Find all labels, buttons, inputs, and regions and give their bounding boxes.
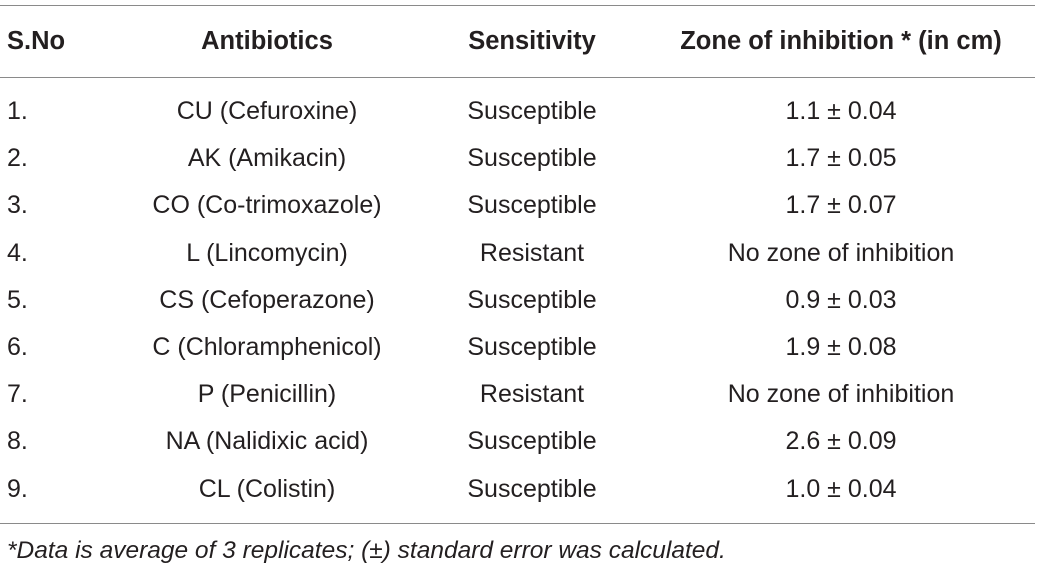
header-zone-of-inhibition: Zone of inhibition * (in cm) bbox=[680, 27, 1002, 55]
header-antibiotics: Antibiotics bbox=[201, 27, 333, 55]
cell-zone-of-inhibition: 1.1 ± 0.04 bbox=[785, 97, 897, 126]
cell-zone-of-inhibition: 1.9 ± 0.08 bbox=[785, 333, 897, 362]
cell-sensitivity: Susceptible bbox=[467, 191, 597, 220]
table-row: 4. L (Lincomycin) Resistant No zone of inhi… bbox=[0, 230, 1035, 277]
cell-antibiotic: NA (Nalidixic acid) bbox=[165, 427, 369, 456]
cell-sno: 3. bbox=[7, 191, 28, 220]
cell-sno: 6. bbox=[7, 333, 28, 362]
cell-zone-of-inhibition: 1.7 ± 0.05 bbox=[785, 144, 897, 173]
cell-zone-of-inhibition: No zone of inhibition bbox=[727, 380, 955, 409]
header-sensitivity: Sensitivity bbox=[468, 27, 596, 55]
cell-sno: 2. bbox=[7, 144, 28, 173]
table-row: 7. P (Penicillin) Resistant No zone of inhi… bbox=[0, 371, 1035, 418]
table-row: 9. CL (Colistin) Susceptible 1.0 ± 0.04 bbox=[0, 466, 1035, 524]
table-row: 2. AK (Amikacin) Susceptible 1.7 ± 0.05 bbox=[0, 135, 1035, 182]
table-row: 1. CU (Cefuroxine) Susceptible 1.1 ± 0.04 bbox=[0, 78, 1035, 136]
table-row: 3. CO (Co-trimoxazole) Susceptible 1.7 ± 0.… bbox=[0, 182, 1035, 229]
cell-antibiotic: CL (Colistin) bbox=[198, 474, 336, 503]
cell-zone-of-inhibition: 1.7 ± 0.07 bbox=[785, 191, 897, 220]
header-row: S.No Antibiotics Sensitivity Zone of inh… bbox=[0, 5, 1035, 78]
cell-zone-of-inhibition: 0.9 ± 0.03 bbox=[785, 285, 897, 314]
cell-sensitivity: Resistant bbox=[479, 380, 585, 409]
cell-sno: 7. bbox=[7, 380, 28, 409]
cell-zone-of-inhibition: No zone of inhibition bbox=[727, 238, 955, 267]
cell-antibiotic: CU (Cefuroxine) bbox=[176, 97, 358, 126]
cell-antibiotic: CO (Co-trimoxazole) bbox=[152, 191, 382, 220]
cell-sno: 1. bbox=[7, 97, 28, 126]
cell-zone-of-inhibition: 1.0 ± 0.04 bbox=[785, 474, 897, 503]
cell-sno: 8. bbox=[7, 427, 28, 456]
header-sno: S.No bbox=[7, 27, 66, 55]
cell-sensitivity: Susceptible bbox=[467, 144, 597, 173]
cell-sno: 4. bbox=[7, 238, 28, 267]
cell-antibiotic: L (Lincomycin) bbox=[186, 238, 348, 267]
cell-sensitivity: Susceptible bbox=[467, 285, 597, 314]
cell-antibiotic: C (Chloramphenicol) bbox=[152, 333, 382, 362]
cell-antibiotic: CS (Cefoperazone) bbox=[159, 285, 375, 314]
cell-sno: 5. bbox=[7, 285, 28, 314]
table-footnote: *Data is average of 3 replicates; (±) st… bbox=[7, 537, 726, 564]
cell-sensitivity: Susceptible bbox=[467, 97, 597, 126]
table-row: 8. NA (Nalidixic acid) Susceptible 2.6 ± 0.… bbox=[0, 418, 1035, 465]
cell-antibiotic: P (Penicillin) bbox=[197, 380, 337, 409]
cell-sensitivity: Susceptible bbox=[467, 333, 597, 362]
cell-sensitivity: Resistant bbox=[479, 238, 585, 267]
antibiotic-sensitivity-table: S.No Antibiotics Sensitivity Zone of inh… bbox=[0, 5, 1035, 524]
table-row: 6. C (Chloramphenicol) Susceptible 1.9 ± 0.… bbox=[0, 324, 1035, 371]
cell-sensitivity: Susceptible bbox=[467, 427, 597, 456]
table-body: 1. CU (Cefuroxine) Susceptible 1.1 ± 0.04 2.… bbox=[0, 78, 1035, 524]
cell-zone-of-inhibition: 2.6 ± 0.09 bbox=[785, 427, 897, 456]
table-row: 5. CS (Cefoperazone) Susceptible 0.9 ± 0.03 bbox=[0, 277, 1035, 324]
cell-antibiotic: AK (Amikacin) bbox=[187, 144, 347, 173]
cell-sno: 9. bbox=[7, 474, 28, 503]
cell-sensitivity: Susceptible bbox=[467, 474, 597, 503]
table-header: S.No Antibiotics Sensitivity Zone of inh… bbox=[0, 5, 1035, 78]
